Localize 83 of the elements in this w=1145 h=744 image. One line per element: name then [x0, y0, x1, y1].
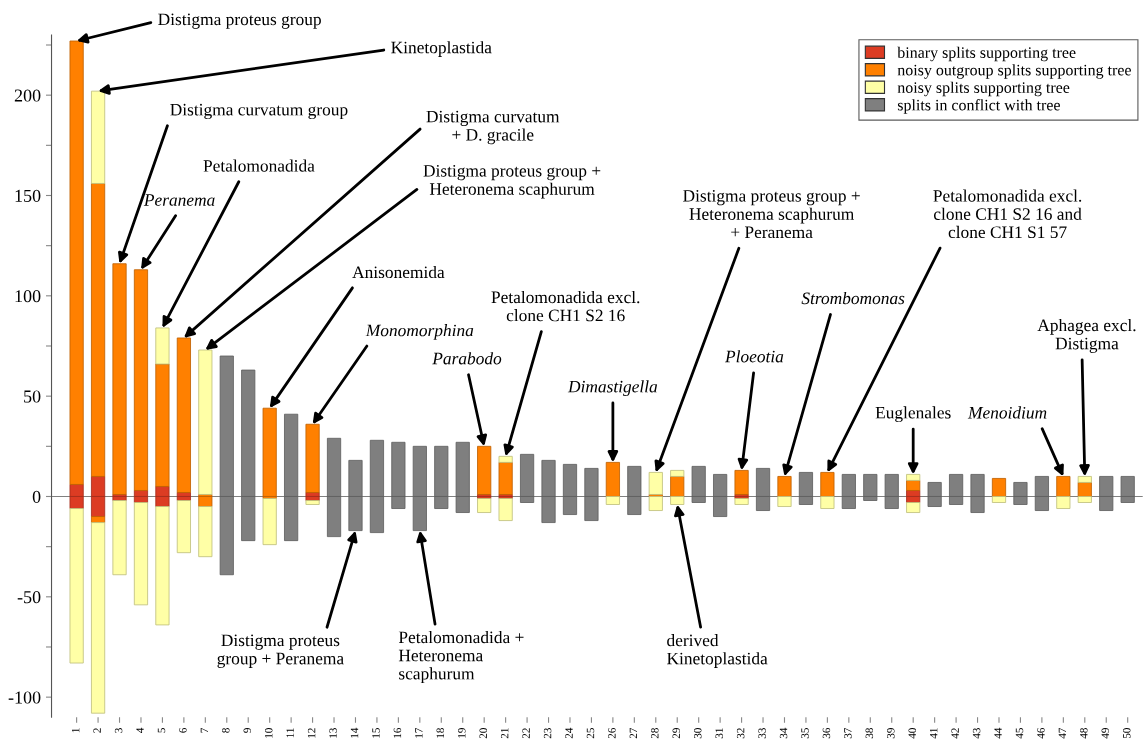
annotation: Peranema: [143, 194, 215, 206]
annotation: Menoidium: [967, 406, 1047, 419]
annotation: Kinetoplastida: [391, 41, 492, 57]
x-tick-label: 7: [200, 727, 208, 733]
x-tick-label: 26: [608, 727, 616, 739]
x-tick-label: 4: [136, 727, 144, 733]
x-tick-label: 21: [500, 728, 509, 739]
x-tick-label: 16: [393, 727, 402, 738]
y-tick-label: -100: [8, 691, 41, 704]
x-tick-label: 17: [415, 727, 423, 738]
x-tick-label: 49: [1101, 728, 1110, 739]
x-tick-label: 13: [329, 728, 337, 738]
x-tick-label: 5: [157, 728, 166, 733]
annotation: Petalomonadida + Heteronema scaphurum: [398, 630, 524, 684]
x-tick-label: 27: [629, 727, 638, 739]
annotation: Distigma proteus group: [158, 13, 321, 29]
x-tick-label: 48: [1080, 728, 1088, 739]
x-tick-label: 10: [264, 728, 273, 738]
x-tick-label: 11: [286, 728, 294, 738]
x-tick-label: 31: [715, 728, 723, 739]
annotation: Strombomonas: [801, 291, 905, 305]
x-tick-label: 44: [994, 727, 1002, 739]
x-tick-label: 47: [1058, 727, 1067, 739]
x-tick-label: 29: [672, 728, 681, 739]
x-tick-label: 30: [693, 728, 702, 739]
y-tick-label: 100: [15, 290, 41, 303]
annotation: Monomorphina: [365, 324, 474, 340]
x-tick-label: 50: [1122, 728, 1131, 739]
x-tick-label: 20: [479, 728, 487, 739]
annotation: Distigma proteus group + Peranema: [217, 634, 344, 668]
x-tick-label: 36: [822, 727, 831, 739]
y-tick-label: 50: [24, 390, 41, 403]
annotation: Distigma curvatum group: [170, 103, 348, 120]
x-tick-label: 32: [736, 728, 745, 739]
x-tick-label: 15: [372, 728, 380, 738]
annotation: Ploeotia: [724, 350, 784, 363]
x-tick-label: 22: [522, 728, 530, 739]
x-tick-label: 9: [243, 728, 252, 733]
x-tick-label: 25: [586, 728, 595, 739]
annotation: Distigma proteus group + Heteronema scaphurum + Peranema: [683, 190, 860, 239]
x-tick-label: 24: [565, 727, 573, 739]
x-tick-label: 37: [844, 727, 852, 739]
x-tick-label: 38: [865, 728, 874, 739]
x-tick-label: 19: [458, 728, 466, 738]
x-tick-label: 42: [951, 728, 959, 739]
x-tick-label: 3: [114, 728, 123, 733]
annotation: Anisonemida: [352, 265, 445, 279]
x-tick-label: 2: [93, 728, 101, 733]
annotation: derived Kinetoplastida: [667, 634, 768, 668]
x-tick-label: 40: [908, 728, 916, 739]
x-tick-label: 28: [651, 728, 659, 739]
legend-label: splits in conflict with tree: [897, 99, 1060, 114]
annotation: Petalomonadida excl. clone CH1 S2 16: [491, 290, 640, 322]
y-tick-label: 150: [15, 189, 41, 202]
legend-label: noisy outgroup splits supporting tree: [897, 64, 1131, 79]
x-tick-label: 33: [758, 728, 766, 739]
y-tick-label: -50: [17, 591, 41, 604]
y-tick-label: 200: [14, 89, 41, 102]
annotation: Petalomonadida: [203, 159, 315, 172]
x-tick-label: 23: [543, 728, 552, 739]
x-tick-label: 46: [1037, 727, 1045, 739]
x-tick-label: 12: [307, 728, 316, 738]
y-tick-label: 0: [32, 490, 41, 503]
annotation: Dimastigella: [567, 380, 658, 396]
annotation: Euglenales: [875, 406, 951, 423]
annotation: Petalomonadida excl. clone CH1 S2 16 and clone CH1 S1 57: [933, 189, 1082, 239]
legend-label: binary splits supporting tree: [897, 46, 1076, 62]
x-tick-label: 41: [929, 728, 938, 739]
annotation: Parabodo: [432, 352, 502, 365]
x-tick-label: 18: [436, 728, 445, 738]
x-tick-label: 14: [350, 727, 359, 738]
annotation: Distigma proteus group + Heteronema scaphurum: [423, 165, 601, 199]
annotation: Aphagea excl. Distigma: [1037, 318, 1136, 353]
x-tick-label: 34: [779, 727, 788, 739]
x-tick-label: 35: [801, 728, 809, 739]
x-tick-label: 8: [222, 728, 230, 733]
annotation: Distigma curvatum + D. gracile: [426, 110, 560, 145]
legend-label: noisy splits supporting tree: [897, 81, 1070, 97]
x-tick-label: 43: [972, 728, 981, 739]
x-tick-label: 6: [179, 727, 187, 733]
x-tick-label: 45: [1015, 728, 1024, 739]
x-tick-label: 1: [71, 728, 80, 733]
x-tick-label: 39: [887, 728, 895, 739]
